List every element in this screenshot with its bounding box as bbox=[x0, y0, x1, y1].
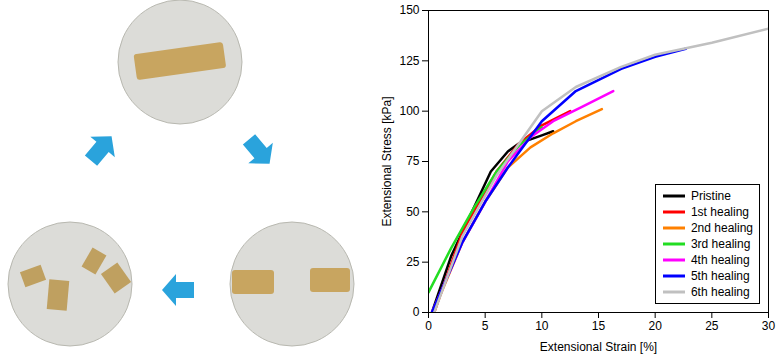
svg-text:15: 15 bbox=[592, 319, 606, 333]
svg-text:100: 100 bbox=[399, 104, 419, 118]
html-text:6th healing: 6th healing bbox=[690, 285, 750, 299]
svg-text:0: 0 bbox=[425, 319, 432, 333]
svg-text:150: 150 bbox=[399, 3, 419, 17]
svg-text:20: 20 bbox=[648, 319, 662, 333]
html-text:3rd healing: 3rd healing bbox=[690, 237, 751, 251]
svg-text:Extensional Strain [%]: Extensional Strain [%] bbox=[540, 340, 657, 354]
svg-text:125: 125 bbox=[399, 54, 419, 68]
svg-text:25: 25 bbox=[705, 319, 719, 333]
svg-text:50: 50 bbox=[406, 205, 420, 219]
html-text:1st healing: 1st healing bbox=[690, 205, 749, 219]
svg-text:25: 25 bbox=[406, 255, 420, 269]
svg-text:10: 10 bbox=[535, 319, 549, 333]
html-text:Pristine: Pristine bbox=[690, 189, 731, 203]
svg-text:Extensional Stress [kPa]: Extensional Stress [kPa] bbox=[380, 96, 394, 226]
svg-text:5: 5 bbox=[482, 319, 489, 333]
html-text:5th healing: 5th healing bbox=[690, 269, 750, 283]
html-text:4th healing: 4th healing bbox=[690, 253, 750, 267]
html-text:2nd healing: 2nd healing bbox=[690, 221, 753, 235]
svg-text:75: 75 bbox=[406, 154, 420, 168]
svg-text:30: 30 bbox=[762, 319, 776, 333]
svg-text:0: 0 bbox=[413, 305, 420, 319]
